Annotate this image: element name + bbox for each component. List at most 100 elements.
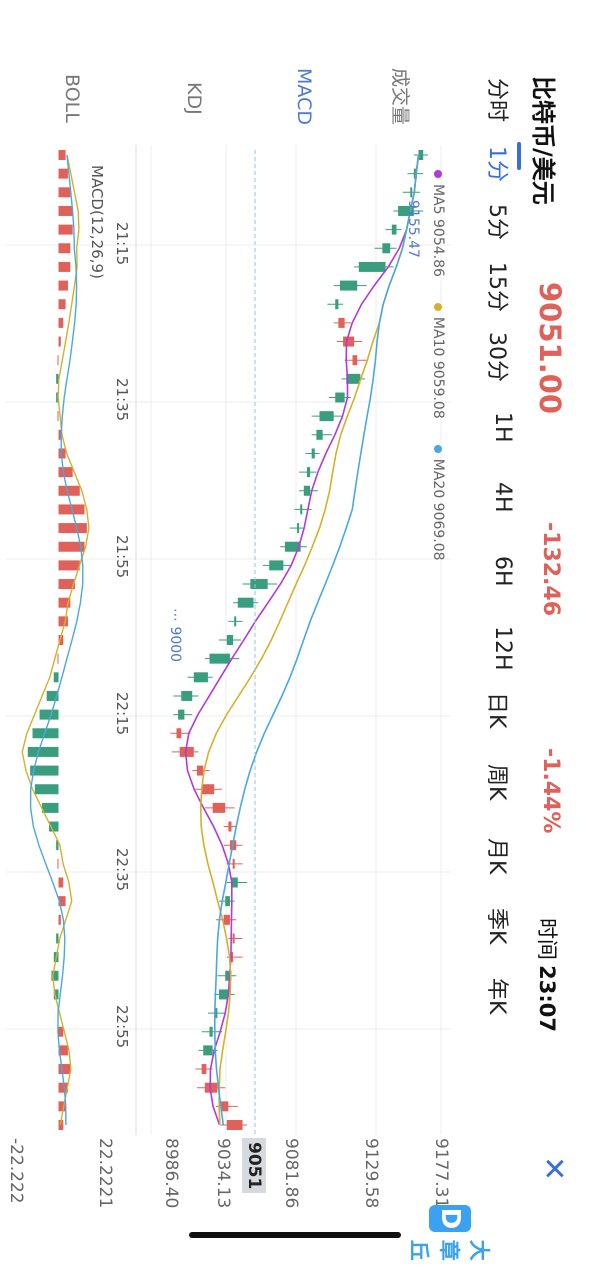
macd-bar [39,709,59,720]
candle-body [391,224,397,235]
macd-bar [58,467,73,478]
low-annotation: ⋯ 9000 [167,608,183,663]
candle-body [223,914,230,925]
ma20-swatch [434,444,442,453]
candlesticks [170,150,428,1130]
candle-body [178,709,185,720]
macd-bar [34,784,59,795]
candle-body [203,1045,213,1056]
macd-bar [58,299,66,310]
macd-bar [58,261,71,272]
logo-icon: D [429,1205,471,1232]
macd-bar [27,746,59,757]
macd-bar [56,373,59,384]
time-tick: 22:55 [113,1005,131,1049]
candle-body [234,616,237,627]
macd-bar [58,168,68,179]
candle-body [284,541,301,552]
macd-bar [58,1045,68,1056]
macd-bar [56,933,59,944]
legend-ma20-label: MA20 9069.08 [430,458,446,561]
macd-bar [57,653,59,664]
macd-bar [58,1082,68,1093]
time-tick: 22:15 [113,692,131,736]
moving-average-lines [184,154,420,1126]
low-annotation-value: 9000 [167,626,183,663]
time-tick: 21:35 [113,378,131,422]
candle-body [218,989,229,1000]
time-tick: 21:15 [113,222,131,266]
macd-bar [58,187,71,198]
candle-body [196,765,204,776]
candle-body [201,1064,207,1075]
candle-body [225,896,230,907]
time-tick: 21:55 [113,535,131,579]
macd-bar [58,616,68,627]
time-tick: 22:35 [113,848,131,892]
macd-bar [58,560,80,571]
candle-body [220,1101,229,1112]
price-tick: 8986.40 [161,1138,181,1209]
ma-legend: MA5 9054.86 MA10 9059.08 MA20 9069.08 [430,170,446,561]
macd-tick-min: -22.222 [6,1138,26,1204]
macd-dif-line [21,154,90,1126]
ma10-swatch [434,302,442,311]
legend-ma10: MA10 9059.08 [430,302,446,419]
candle-body [193,672,208,683]
legend-ma5-label: MA5 9054.86 [430,184,446,277]
macd-bar [58,280,68,291]
ma-line-20 [214,154,420,1126]
candle-body [343,336,355,347]
candle-body [209,1026,213,1037]
candle-body [306,467,311,478]
macd-bar [32,728,59,739]
legend-ma20: MA20 9069.08 [430,444,446,561]
legend-ma5: MA5 9054.86 [430,170,446,277]
legend-ma10-label: MA10 9059.08 [430,316,446,419]
macd-bar [58,224,73,235]
watermark: D 大章丘 [405,1205,495,1280]
candle-body [226,1120,243,1130]
candle-body [176,728,182,739]
candle-body [303,485,311,496]
candle-body [226,635,234,645]
watermark-text: 大章丘 [407,1239,491,1261]
candle-body [201,784,215,795]
macd-bar [58,448,66,459]
macd-bar [57,411,59,422]
macd-bar [57,355,59,366]
candle-body [228,821,232,832]
macd-dea-line [29,154,84,1126]
candle-body [297,523,300,534]
macd-bar [58,205,73,216]
candle-body [410,187,413,198]
macd-lines [21,154,90,1126]
candle-body [339,280,358,291]
candle-body [237,597,254,608]
macd-bar [30,765,59,776]
candle-body [179,746,194,757]
macd-histogram [27,150,87,1130]
macd-bar [58,579,76,590]
home-indicator [189,1232,401,1238]
candle-body [300,504,303,515]
price-tick: 9081.86 [281,1138,301,1209]
candle-body [338,317,345,328]
candle-body [335,299,339,310]
candle-body [232,933,235,944]
macd-bar [58,541,85,552]
macd-bar [53,672,59,683]
macd-bar [58,1026,64,1037]
high-annotation: 9155.47 [405,200,421,258]
candle-body [269,560,284,571]
macd-bar [58,243,71,254]
candle-body [418,150,424,160]
macd-label: MACD(12,26,9) [88,165,106,279]
candle-body [204,1082,218,1093]
macd-tick-max: 22.2221 [95,1138,115,1209]
macd-bar [58,877,64,888]
candle-body [232,858,235,869]
candle-body [311,448,315,459]
macd-bar [58,485,80,496]
